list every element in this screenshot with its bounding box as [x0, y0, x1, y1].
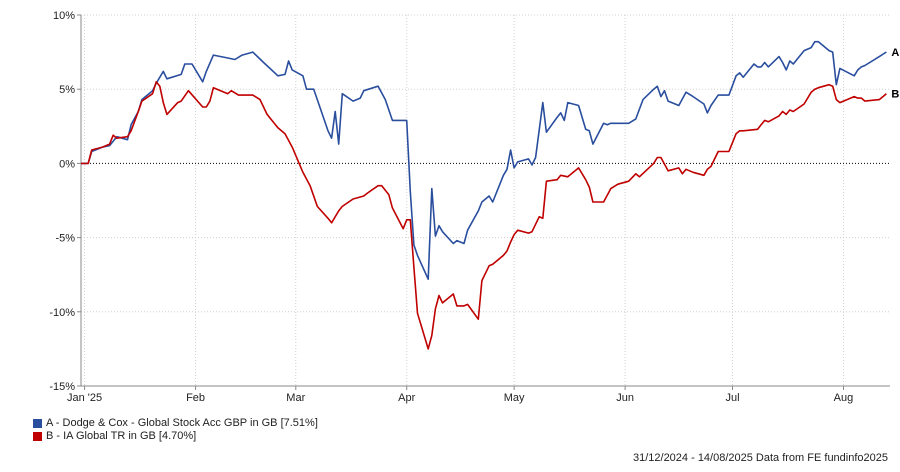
legend-label-a: A - Dodge & Cox - Global Stock Acc GBP i… [46, 417, 318, 429]
y-tick-label: -10% [49, 307, 75, 319]
x-tick-label: Mar [286, 392, 305, 404]
y-tick-label: -5% [55, 233, 75, 245]
x-tick-label: Apr [398, 392, 415, 404]
legend-swatch-b [33, 432, 42, 441]
x-tick-label: Jul [725, 392, 739, 404]
y-tick-label: 0% [59, 158, 75, 170]
series-line-b [81, 81, 887, 350]
y-tick-label: -15% [49, 381, 75, 393]
x-tick-label: Feb [186, 392, 205, 404]
grid [81, 14, 890, 387]
x-tick-label: Aug [834, 392, 854, 404]
legend-item-b: B - IA Global TR in GB [4.70%] [33, 430, 318, 443]
legend-item-a: A - Dodge & Cox - Global Stock Acc GBP i… [33, 417, 318, 430]
x-tick-label: May [504, 392, 525, 404]
legend: A - Dodge & Cox - Global Stock Acc GBP i… [33, 417, 318, 443]
series: AB [81, 40, 899, 350]
series-end-label-b: B [891, 89, 899, 101]
axes: 10% 5% 0% -5% -10% -15%Jan '25 Feb Mar Apr May Jun… [49, 10, 890, 404]
series-line-a [81, 40, 887, 280]
y-tick-label: 10% [53, 10, 75, 22]
legend-label-b: B - IA Global TR in GB [4.70%] [46, 430, 197, 442]
legend-swatch-a [33, 419, 42, 428]
footer-source: 31/12/2024 - 14/08/2025 Data from FE fun… [632, 452, 888, 464]
x-tick-label: Jun [616, 392, 634, 404]
series-end-label-a: A [891, 47, 899, 59]
y-tick-label: 5% [59, 84, 75, 96]
x-tick-label: Jan '25 [67, 392, 102, 404]
